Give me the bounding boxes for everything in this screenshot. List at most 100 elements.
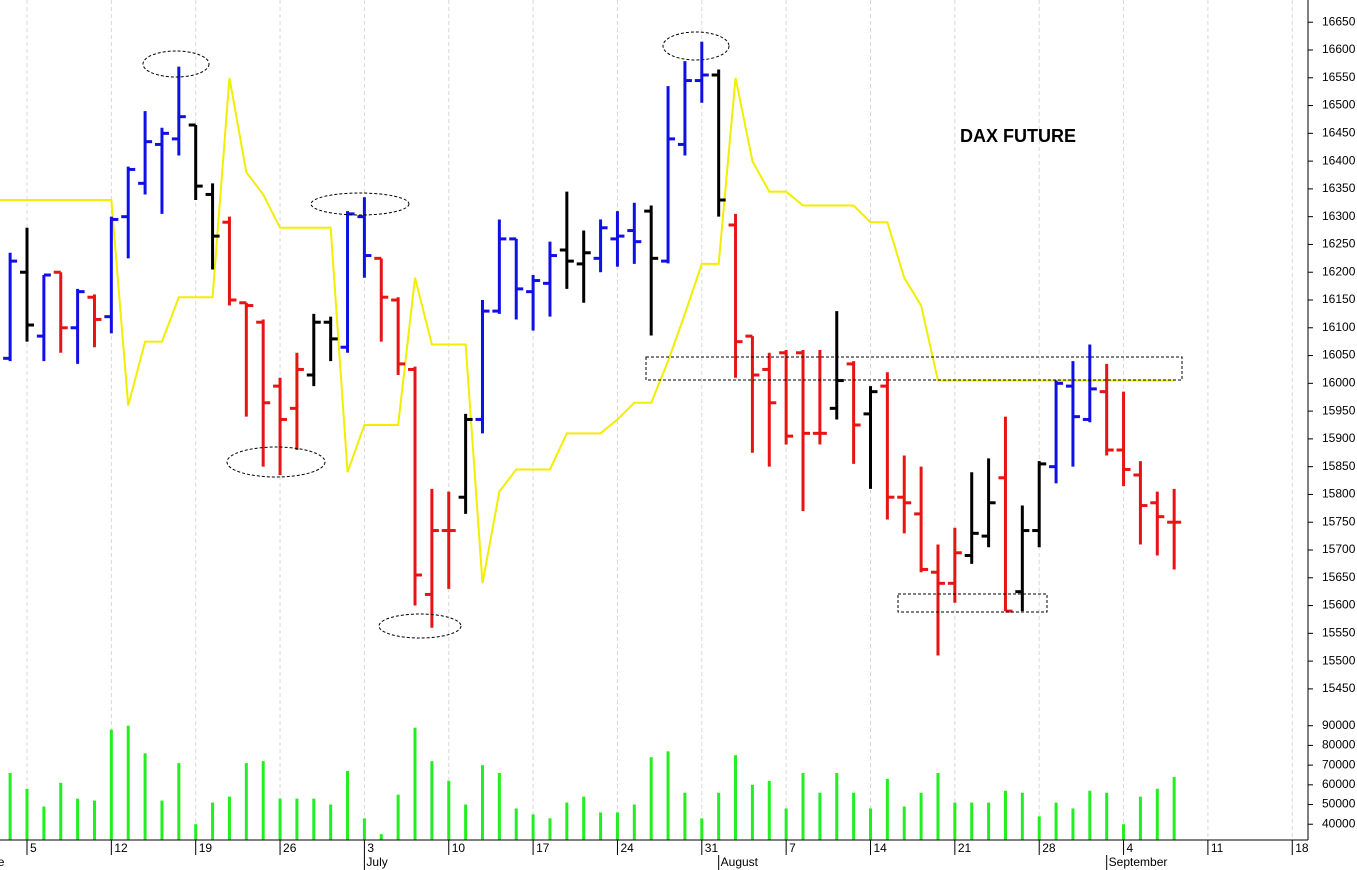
- volume-bar: [396, 794, 400, 840]
- ohlc-bar: [1150, 491, 1165, 556]
- y-tick-label: 15750: [1322, 514, 1356, 528]
- ohlc-bar: [458, 413, 473, 514]
- ohlc-bar: [36, 273, 51, 362]
- ohlc-bar: [424, 488, 439, 628]
- volume-bar: [1088, 790, 1092, 840]
- volume-bar: [987, 802, 991, 840]
- y-tick-label: 16100: [1322, 320, 1356, 334]
- volume-bar: [261, 761, 265, 840]
- volume-bar: [919, 792, 923, 840]
- volume-bar: [1003, 790, 1007, 840]
- volume-bar: [801, 773, 805, 840]
- y-tick-label: 90000: [1322, 718, 1356, 732]
- ohlc-bar: [256, 319, 271, 467]
- month-label: September: [1109, 855, 1168, 869]
- volume-bar: [1054, 802, 1058, 840]
- volume-bar: [734, 755, 738, 840]
- volume-bar: [818, 792, 822, 840]
- volume-bar: [126, 725, 130, 840]
- ohlc-bar: [306, 313, 321, 387]
- volume-bar: [632, 804, 636, 840]
- ohlc-bar: [644, 205, 659, 336]
- x-tick-label: 19: [199, 841, 213, 855]
- annotation-ellipse: [662, 31, 730, 61]
- volume-bar: [227, 796, 231, 840]
- ohlc-bar: [222, 216, 237, 306]
- volume-bar: [615, 812, 619, 840]
- y-tick-label: 16150: [1322, 292, 1356, 306]
- ohlc-bar: [509, 237, 524, 320]
- ohlc-bar: [694, 41, 709, 103]
- ohlc-bar: [357, 197, 372, 278]
- x-tick-label: 5: [30, 841, 37, 855]
- y-tick-label: 50000: [1322, 797, 1356, 811]
- ohlc-bar: [1032, 461, 1047, 548]
- volume-bar: [329, 804, 333, 840]
- y-tick-label: 16550: [1322, 70, 1356, 84]
- volume-bar: [295, 798, 299, 840]
- ohlc-bar: [914, 466, 929, 573]
- ohlc-bar: [391, 297, 406, 375]
- volume-bar: [649, 757, 653, 840]
- ohlc-bar: [559, 191, 574, 289]
- ohlc-bar: [121, 166, 136, 259]
- volume-bar: [194, 824, 198, 840]
- ohlc-bar: [779, 350, 794, 445]
- volume-bar: [548, 818, 552, 840]
- volume-bar: [346, 771, 350, 840]
- y-tick-label: 16300: [1322, 209, 1356, 223]
- y-tick-label: 16250: [1322, 237, 1356, 251]
- volume-bar: [1172, 776, 1176, 840]
- x-tick-label: 12: [114, 841, 128, 855]
- ohlc-bar: [998, 416, 1013, 613]
- x-tick-label: 10: [452, 841, 466, 855]
- volume-bar: [1155, 788, 1159, 840]
- ohlc-bar: [3, 252, 18, 362]
- volume-bar: [430, 761, 434, 840]
- annotation-ellipse: [310, 192, 410, 216]
- ohlc-bar: [930, 544, 945, 656]
- volume-bar: [599, 812, 603, 840]
- plot-area: [0, 41, 1182, 840]
- ohlc-bar: [289, 352, 304, 450]
- x-tick-label: 7: [789, 841, 796, 855]
- ohlc-bar: [981, 458, 996, 548]
- ohlc-bar: [661, 86, 676, 264]
- volume-bar: [278, 798, 282, 840]
- volume-bar: [784, 808, 788, 840]
- volume-bar: [25, 788, 29, 840]
- x-tick-label: 11: [1211, 841, 1224, 855]
- annotation-ellipse: [226, 446, 326, 478]
- volume-bar: [565, 802, 569, 840]
- chart-title: DAX FUTURE: [960, 126, 1076, 146]
- annotation-box: [897, 593, 1048, 613]
- ohlc-bar: [323, 316, 338, 362]
- volume-bar: [92, 800, 96, 840]
- volume-bar: [447, 780, 451, 840]
- y-tick-label: 60000: [1322, 777, 1356, 791]
- y-tick-label: 16400: [1322, 153, 1356, 167]
- ohlc-bar: [745, 334, 760, 453]
- volume-bar: [852, 792, 856, 840]
- ohlc-bar: [1082, 344, 1097, 423]
- y-tick-label: 15450: [1322, 681, 1356, 695]
- annotation-ellipse: [142, 50, 210, 78]
- y-tick-label: 15500: [1322, 653, 1356, 667]
- ohlc-bar: [70, 288, 85, 364]
- volume-bar: [531, 814, 535, 840]
- y-tick-label: 15950: [1322, 403, 1356, 417]
- ohlc-bar: [947, 527, 962, 603]
- volume-bar: [936, 773, 940, 840]
- y-tick-label: 15800: [1322, 487, 1356, 501]
- ohlc-bar: [205, 183, 220, 270]
- volume-bar: [464, 804, 468, 840]
- ohlc-bar: [593, 219, 608, 273]
- x-tick-label: 17: [536, 841, 550, 855]
- x-tick-label: 24: [620, 841, 634, 855]
- y-tick-label: 15850: [1322, 459, 1356, 473]
- ohlc-bar: [475, 300, 490, 434]
- volume-bar: [1071, 808, 1075, 840]
- ohlc-bar: [1133, 461, 1148, 545]
- volume-bar: [953, 802, 957, 840]
- volume-bar: [700, 818, 704, 840]
